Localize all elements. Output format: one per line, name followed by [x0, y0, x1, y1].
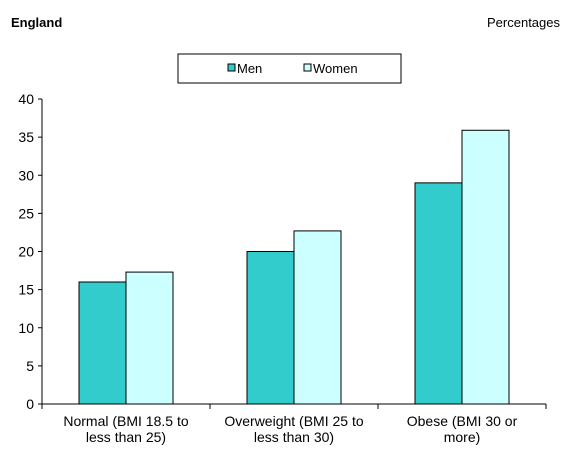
y-tick-label: 40: [18, 91, 34, 107]
x-category-label-line: less than 25): [86, 429, 166, 445]
x-category-label-line: more): [444, 429, 481, 445]
y-tick-label: 25: [18, 205, 34, 221]
y-tick-label: 0: [26, 396, 34, 412]
bar-men: [78, 281, 127, 405]
y-tick-label: 5: [26, 358, 34, 374]
y-tick-label: 10: [18, 320, 34, 336]
legend-label-women: Women: [313, 61, 358, 76]
chart-bars: [78, 129, 510, 405]
x-category-label: Normal (BMI 18.5 to less than 25): [63, 413, 188, 445]
bar-women: [461, 129, 510, 405]
x-category-label-line: Overweight (BMI 25 to: [224, 413, 363, 429]
x-category-label-line: Obese (BMI 30 or: [407, 413, 518, 429]
bar-women: [293, 230, 342, 405]
bar-men: [414, 182, 463, 405]
x-category-label-line: less than 30): [254, 429, 334, 445]
x-category-label: Overweight (BMI 25 to less than 30): [224, 413, 363, 445]
bar-men: [246, 251, 295, 405]
legend-label-men: Men: [237, 61, 262, 76]
y-tick-label: 35: [18, 129, 34, 145]
legend-box: [177, 53, 402, 84]
y-tick-label: 20: [18, 244, 34, 260]
bar-women: [125, 271, 174, 405]
x-category-label-line: Normal (BMI 18.5 to: [63, 413, 188, 429]
units-label: Percentages: [487, 15, 560, 30]
x-category-label: Obese (BMI 30 or more): [407, 413, 518, 445]
legend-swatch-men: [227, 63, 236, 72]
y-tick-label: 15: [18, 282, 34, 298]
legend-swatch-women: [303, 63, 312, 72]
region-label: England: [11, 15, 63, 30]
y-tick-label: 30: [18, 167, 34, 183]
chart-legend: Men Women: [177, 53, 402, 84]
